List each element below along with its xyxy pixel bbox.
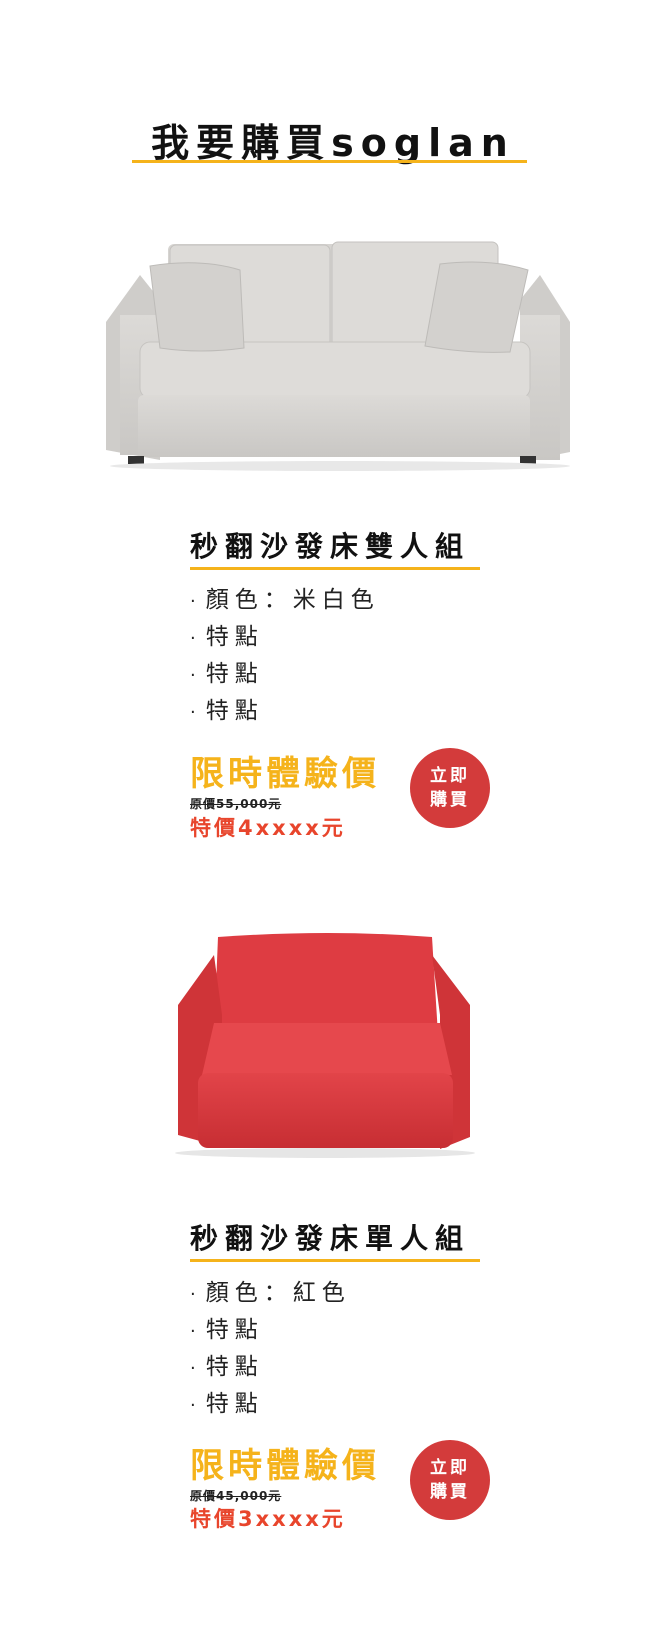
product-name-underline	[190, 1259, 480, 1262]
buy-button-line-2: 購買	[430, 1482, 470, 1502]
promo-label: 限時體驗價	[190, 754, 380, 794]
product-name: 秒翻沙發床單人組	[190, 1222, 471, 1255]
buy-now-button[interactable]: 立即 購買	[410, 1440, 490, 1520]
product-name: 秒翻沙發床雙人組	[190, 530, 471, 563]
feature-item: · 顏色：米白色	[190, 587, 380, 613]
sofa-double-image	[106, 241, 570, 471]
feature-item: · 特點	[190, 624, 264, 650]
feature-item: · 特點	[190, 698, 264, 724]
buy-button-line-2: 購買	[430, 790, 470, 810]
feature-item: · 特點	[190, 1354, 264, 1380]
feature-list: · 顏色：米白色 · 特點 · 特點 · 特點	[190, 582, 380, 730]
original-price: 原價55,000元	[190, 797, 282, 811]
promo-label: 限時體驗價	[190, 1446, 380, 1486]
feature-item: · 特點	[190, 1391, 264, 1417]
buy-button-line-1: 立即	[430, 1458, 470, 1478]
feature-item: · 特點	[190, 661, 264, 687]
product-name-underline	[190, 567, 480, 570]
feature-list: · 顏色：紅色 · 特點 · 特點 · 特點	[190, 1275, 351, 1423]
sofa-single-image	[175, 933, 475, 1158]
special-price: 特價3xxxx元	[190, 1507, 346, 1531]
buy-button-line-1: 立即	[430, 766, 470, 786]
page-title: 我要購買soglan	[151, 121, 515, 165]
special-price: 特價4xxxx元	[190, 816, 346, 840]
feature-item: · 顏色：紅色	[190, 1280, 351, 1306]
title-underline	[132, 160, 527, 163]
original-price: 原價45,000元	[190, 1489, 282, 1503]
feature-item: · 特點	[190, 1317, 264, 1343]
buy-now-button[interactable]: 立即 購買	[410, 748, 490, 828]
